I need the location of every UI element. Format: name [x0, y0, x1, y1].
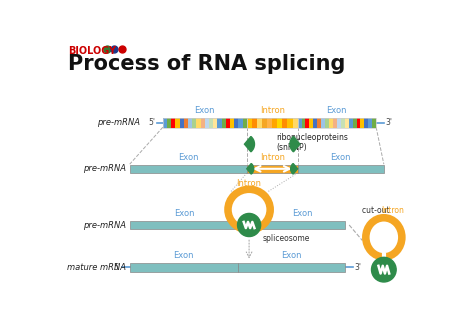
- Bar: [298, 118, 376, 128]
- Bar: [298, 118, 301, 128]
- Bar: [368, 118, 372, 128]
- Bar: [209, 118, 213, 128]
- Circle shape: [372, 257, 396, 282]
- Text: Exon: Exon: [194, 106, 215, 115]
- Bar: [130, 221, 238, 229]
- Bar: [196, 118, 201, 128]
- Bar: [247, 164, 298, 173]
- Bar: [305, 118, 310, 128]
- Bar: [163, 118, 167, 128]
- Text: Exon: Exon: [178, 153, 199, 162]
- Bar: [333, 118, 337, 128]
- Text: Process of RNA splicing: Process of RNA splicing: [68, 54, 346, 74]
- Bar: [262, 118, 267, 128]
- Bar: [372, 118, 376, 128]
- Bar: [329, 118, 333, 128]
- Text: BIOLOGY: BIOLOGY: [68, 46, 116, 56]
- Circle shape: [237, 213, 261, 237]
- Bar: [260, 221, 346, 229]
- Text: Exon: Exon: [174, 209, 194, 218]
- Bar: [213, 118, 218, 128]
- Text: 5': 5': [113, 263, 120, 272]
- Bar: [247, 118, 298, 128]
- Ellipse shape: [370, 221, 398, 253]
- Bar: [267, 118, 272, 128]
- Bar: [247, 118, 252, 128]
- Bar: [222, 118, 226, 128]
- Bar: [283, 118, 287, 128]
- Bar: [301, 118, 305, 128]
- Bar: [130, 164, 247, 173]
- Text: spliceosome: spliceosome: [262, 234, 310, 243]
- Text: pre-mRNA: pre-mRNA: [83, 220, 126, 229]
- Bar: [230, 118, 234, 128]
- Bar: [277, 118, 283, 128]
- Text: Exon: Exon: [173, 252, 194, 260]
- Bar: [365, 118, 368, 128]
- Text: Exon: Exon: [330, 153, 351, 162]
- Bar: [287, 118, 292, 128]
- Bar: [175, 118, 180, 128]
- Bar: [360, 118, 365, 128]
- Bar: [313, 118, 317, 128]
- Text: ribonucleoproteins
(snRNP): ribonucleoproteins (snRNP): [276, 133, 348, 152]
- Wedge shape: [290, 136, 300, 152]
- Bar: [317, 118, 321, 128]
- Bar: [201, 118, 205, 128]
- Text: Exon: Exon: [292, 209, 313, 218]
- Text: cut-out: cut-out: [362, 206, 392, 215]
- Bar: [205, 118, 209, 128]
- Bar: [188, 118, 192, 128]
- Text: Exon: Exon: [327, 106, 347, 115]
- Bar: [167, 118, 171, 128]
- Bar: [226, 118, 230, 128]
- Text: pre-mRNA: pre-mRNA: [83, 164, 126, 173]
- Bar: [218, 118, 222, 128]
- Bar: [356, 118, 360, 128]
- Text: mature mRNA: mature mRNA: [67, 263, 126, 272]
- Bar: [349, 118, 353, 128]
- Text: 5': 5': [148, 118, 155, 127]
- Bar: [310, 118, 313, 128]
- Bar: [353, 118, 356, 128]
- Bar: [192, 118, 196, 128]
- Bar: [237, 263, 346, 272]
- Text: Intron: Intron: [382, 206, 404, 215]
- Bar: [184, 118, 188, 128]
- Ellipse shape: [232, 193, 266, 226]
- Text: 3': 3': [385, 118, 392, 127]
- Wedge shape: [247, 163, 254, 174]
- Text: Intron: Intron: [260, 153, 285, 162]
- Bar: [252, 118, 257, 128]
- Bar: [243, 118, 247, 128]
- Wedge shape: [291, 163, 298, 174]
- Bar: [341, 118, 345, 128]
- Text: Exon: Exon: [281, 252, 301, 260]
- Bar: [292, 118, 298, 128]
- Bar: [298, 164, 384, 173]
- Text: Intron: Intron: [260, 106, 285, 115]
- Text: 3': 3': [355, 263, 362, 272]
- Bar: [272, 118, 277, 128]
- Text: pre-mRNA: pre-mRNA: [97, 118, 140, 127]
- Bar: [180, 118, 184, 128]
- Text: Intron: Intron: [237, 179, 262, 188]
- Wedge shape: [245, 136, 255, 152]
- Bar: [130, 263, 237, 272]
- Bar: [238, 118, 243, 128]
- Bar: [257, 118, 262, 128]
- Bar: [345, 118, 349, 128]
- Bar: [234, 118, 238, 128]
- Bar: [321, 118, 325, 128]
- Bar: [337, 118, 341, 128]
- Bar: [325, 118, 329, 128]
- Bar: [163, 118, 247, 128]
- Bar: [171, 118, 175, 128]
